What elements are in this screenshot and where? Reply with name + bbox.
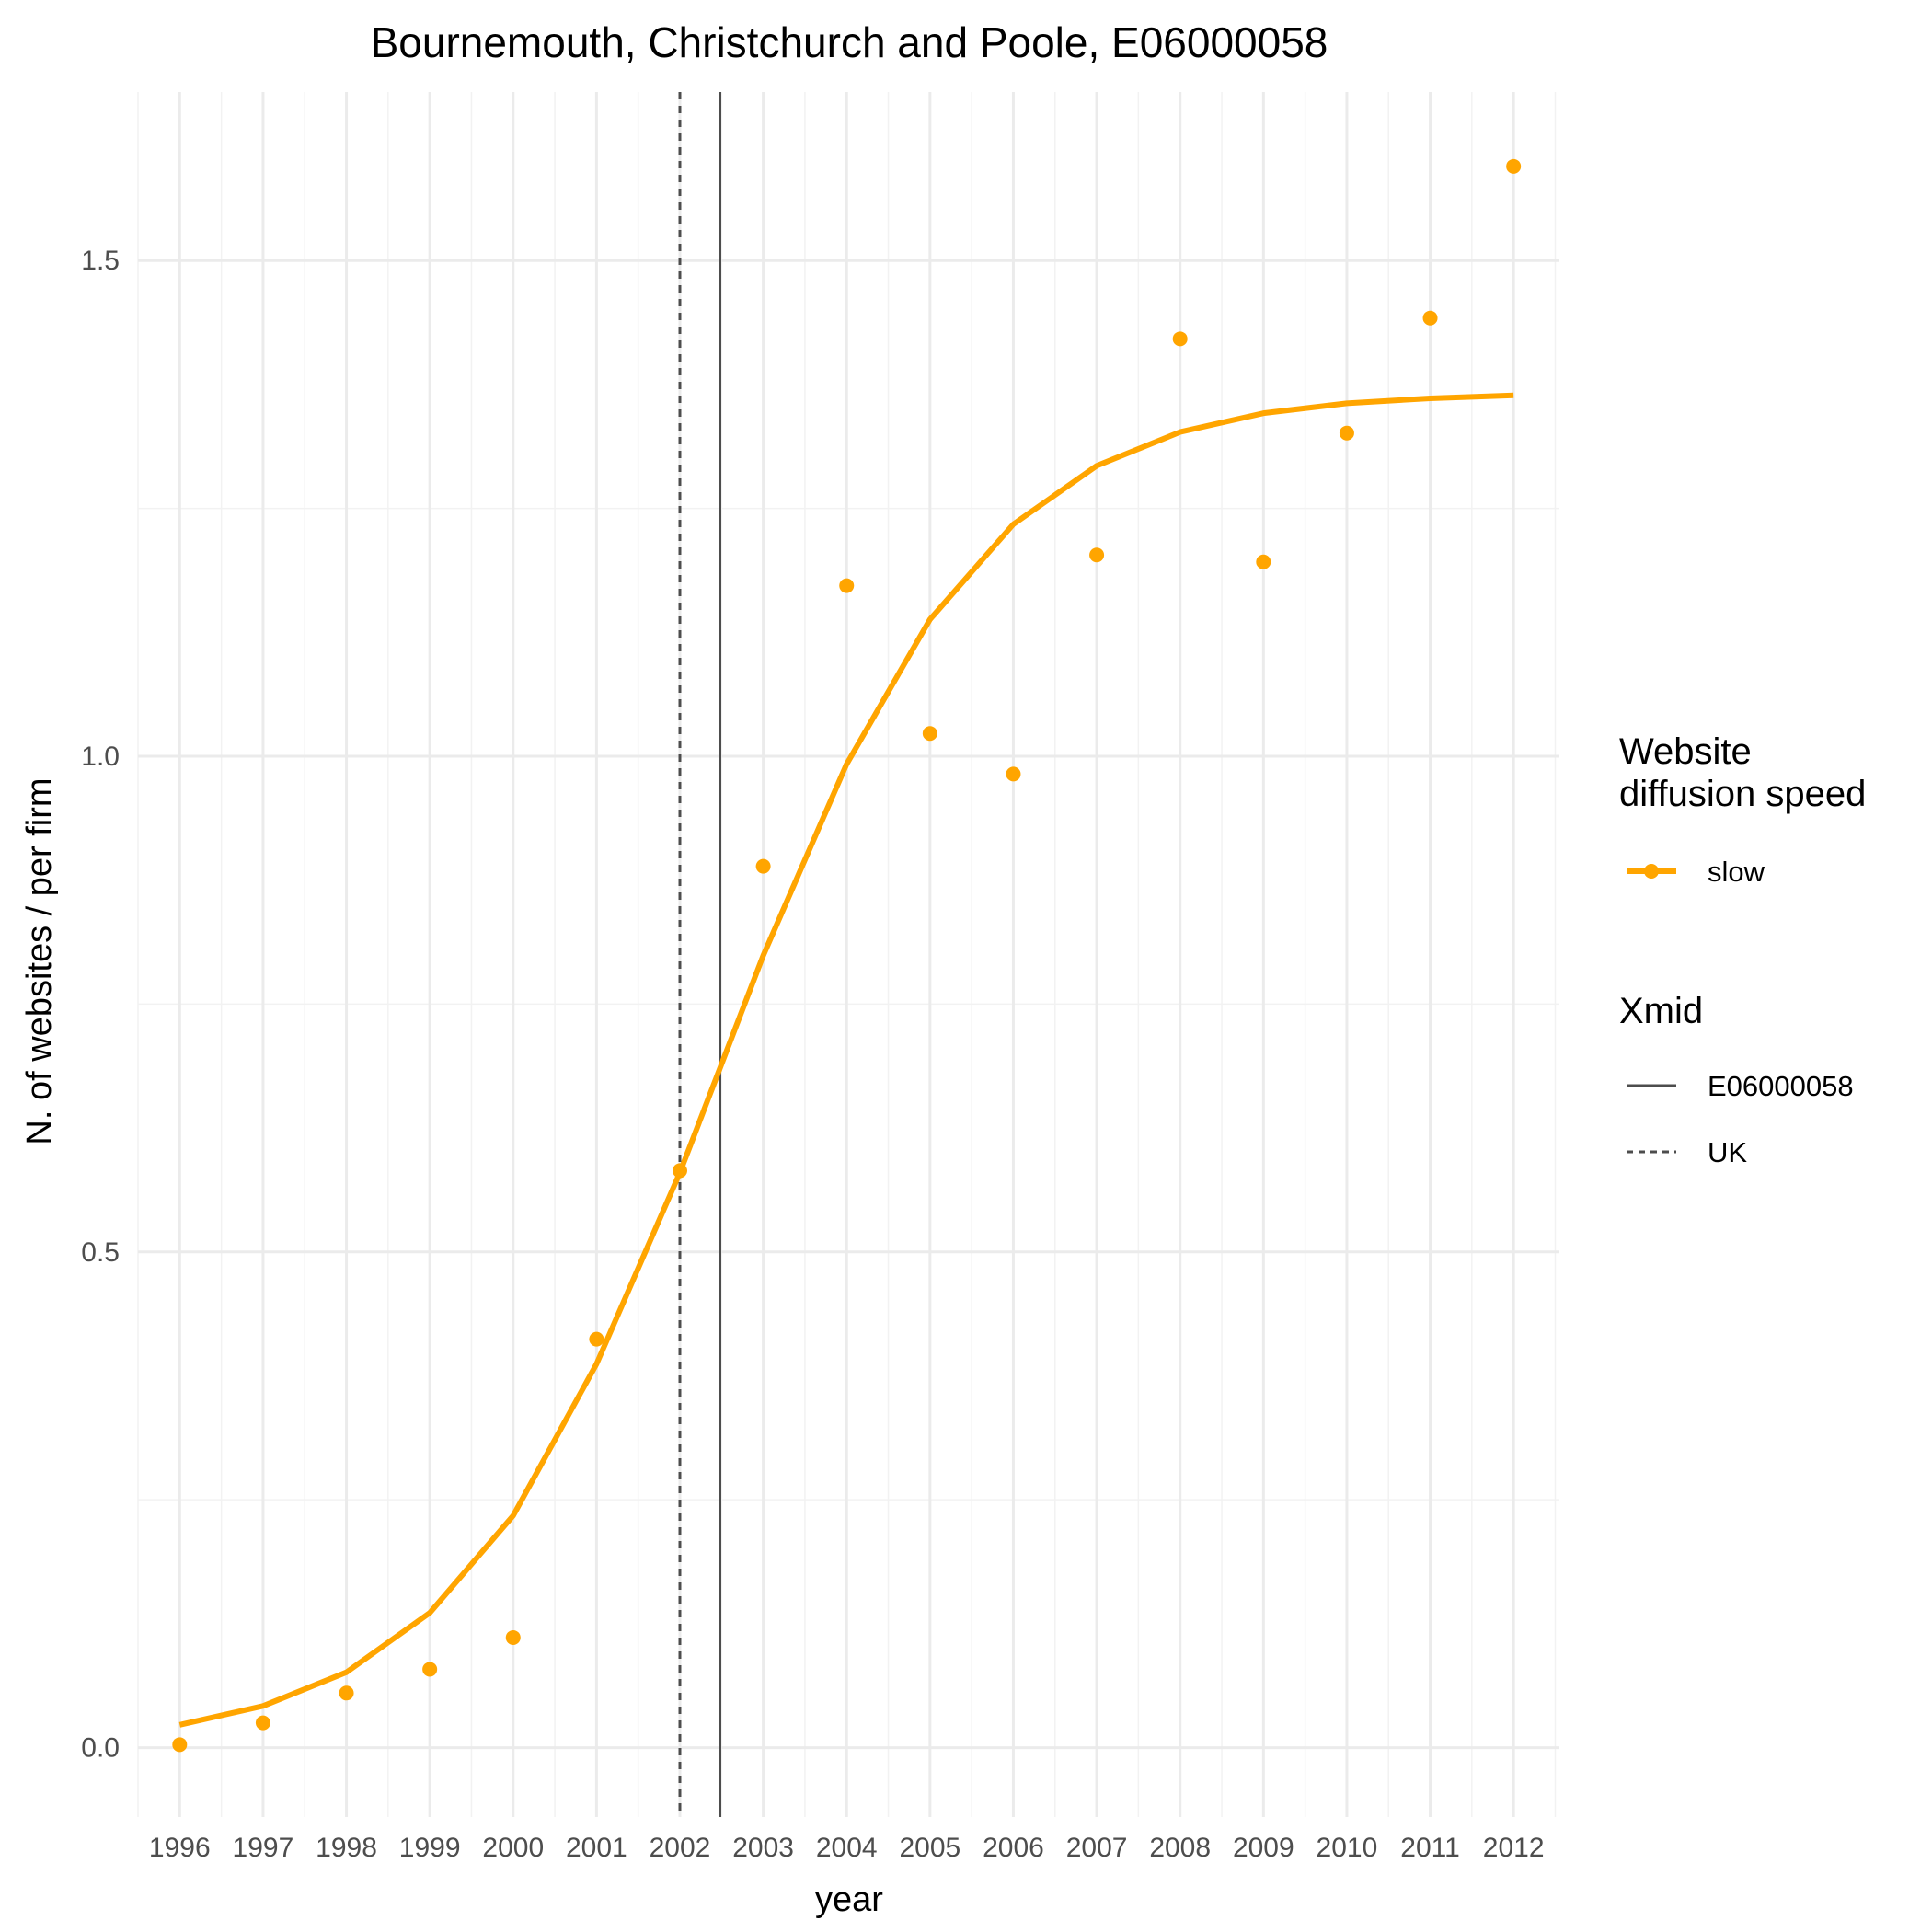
y-axis-title: N. of websites / per firm [20, 777, 59, 1144]
y-tick-labels: 0.0 0.5 1.0 1.5 [81, 246, 120, 1763]
x-tick-label-2003: 2003 [732, 1833, 794, 1863]
legend-label-uk: UK [1708, 1136, 1747, 1168]
legend: Website diffusion speed slow Xmid E06000… [1619, 731, 1866, 1168]
y-tick-label-1: 0.5 [81, 1237, 120, 1268]
data-point-2008 [1172, 331, 1188, 347]
data-point-2005 [922, 726, 937, 742]
x-tick-label-2005: 2005 [899, 1833, 960, 1863]
x-tick-label-2008: 2008 [1149, 1833, 1211, 1863]
legend-key-slow-point [1644, 864, 1659, 879]
data-point-2011 [1422, 310, 1438, 326]
data-point-1999 [422, 1662, 438, 1677]
series-layer [172, 158, 1522, 1753]
data-point-1997 [255, 1715, 270, 1731]
y-tick-label-2: 1.0 [81, 742, 120, 772]
x-tick-labels: 1996 1997 1998 1999 2000 2001 2002 2003 2004 2005… [149, 1833, 1545, 1863]
data-point-2001 [589, 1331, 604, 1347]
legend-label-e06000058: E06000058 [1708, 1070, 1854, 1102]
data-point-1998 [339, 1685, 354, 1701]
x-axis-title: year [815, 1880, 883, 1919]
x-tick-label-2011: 2011 [1400, 1833, 1460, 1863]
x-tick-label-1998: 1998 [316, 1833, 377, 1863]
data-point-2006 [1006, 766, 1021, 782]
legend-title-xmid: Xmid [1619, 991, 1703, 1031]
data-point-2002 [673, 1163, 688, 1179]
y-tick-label-0: 0.0 [81, 1733, 120, 1764]
x-tick-label-2007: 2007 [1066, 1833, 1128, 1863]
x-tick-label-2012: 2012 [1483, 1833, 1545, 1863]
y-tick-label-3: 1.5 [81, 246, 120, 276]
data-point-2003 [755, 858, 771, 874]
data-point-1996 [172, 1737, 188, 1753]
legend-title-speed-line2: diffusion speed [1619, 774, 1866, 814]
data-point-2009 [1256, 554, 1271, 569]
data-point-2000 [505, 1629, 521, 1645]
x-tick-label-2002: 2002 [650, 1833, 711, 1863]
x-tick-label-1999: 1999 [399, 1833, 461, 1863]
x-tick-label-1996: 1996 [149, 1833, 211, 1863]
x-tick-label-2010: 2010 [1317, 1833, 1378, 1863]
x-tick-label-2006: 2006 [983, 1833, 1044, 1863]
data-point-2010 [1339, 425, 1354, 441]
grid-major [138, 92, 1559, 1817]
x-tick-label-2001: 2001 [566, 1833, 627, 1863]
fitted-line-slow [178, 392, 1514, 1728]
x-tick-label-2000: 2000 [482, 1833, 544, 1863]
legend-title-speed-line1: Website [1619, 731, 1752, 772]
x-tick-label-2009: 2009 [1233, 1833, 1294, 1863]
data-point-2007 [1089, 547, 1105, 563]
grid-minor [137, 92, 1559, 1817]
data-point-2012 [1506, 158, 1522, 174]
x-tick-label-2004: 2004 [816, 1833, 878, 1863]
chart-title: Bournemouth, Christchurch and Poole, E06… [371, 18, 1328, 66]
xmid-lines [678, 92, 721, 1817]
x-tick-label-1997: 1997 [233, 1833, 294, 1863]
data-point-2004 [839, 578, 855, 593]
legend-label-slow: slow [1708, 856, 1765, 888]
